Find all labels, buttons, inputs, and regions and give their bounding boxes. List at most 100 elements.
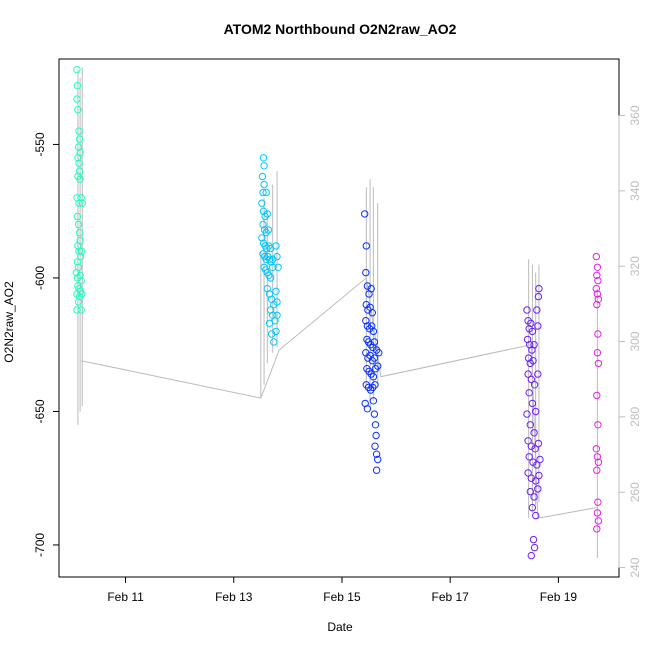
data-point-1-49 bbox=[272, 327, 280, 336]
data-point-1-1 bbox=[260, 162, 268, 170]
data-point-4-12 bbox=[594, 421, 602, 429]
data-point-0-17 bbox=[73, 212, 82, 221]
data-point-2-47 bbox=[372, 466, 381, 474]
data-point-3-36 bbox=[532, 477, 540, 485]
data-point-2-46 bbox=[374, 455, 382, 464]
plot-area-frame bbox=[58, 58, 620, 578]
data-point-3-40 bbox=[534, 485, 542, 493]
data-point-0-10 bbox=[75, 167, 84, 175]
data-point-2-41 bbox=[370, 410, 379, 418]
data-point-2-14 bbox=[369, 327, 378, 336]
x-tick-label-4: Feb 19 bbox=[540, 590, 578, 604]
data-point-3-42 bbox=[532, 511, 540, 520]
y-tick-label-1: -600 bbox=[33, 266, 47, 290]
y-tick-label-3: -700 bbox=[33, 533, 47, 557]
data-point-4-7 bbox=[593, 300, 601, 309]
data-point-1-34 bbox=[273, 252, 281, 261]
x-tick-label-2: Feb 15 bbox=[323, 590, 361, 604]
data-point-4-1 bbox=[593, 263, 602, 271]
data-point-3-22 bbox=[532, 407, 540, 416]
data-point-2-37 bbox=[371, 381, 379, 389]
y-right-tick-label-5: 340 bbox=[628, 181, 642, 201]
data-point-3-23 bbox=[523, 410, 531, 418]
y-right-tick-label-0: 240 bbox=[628, 557, 642, 577]
data-point-3-20 bbox=[525, 389, 533, 397]
x-tick-label-3: Feb 17 bbox=[432, 590, 470, 604]
data-point-3-30 bbox=[525, 453, 533, 461]
data-point-4-2 bbox=[593, 271, 601, 279]
y-right-tick-label-3: 300 bbox=[628, 331, 642, 351]
data-point-3-28 bbox=[531, 445, 539, 453]
data-point-0-19 bbox=[75, 228, 84, 237]
data-point-0-36 bbox=[78, 290, 86, 298]
data-point-1-31 bbox=[266, 274, 275, 282]
data-point-2-13 bbox=[368, 322, 376, 330]
data-point-3-18 bbox=[530, 381, 539, 389]
data-point-2-19 bbox=[370, 338, 379, 346]
data-point-1-32 bbox=[269, 263, 277, 271]
data-point-4-10 bbox=[594, 359, 603, 368]
data-point-1-33 bbox=[272, 242, 280, 250]
x-tick-label-0: Feb 11 bbox=[107, 590, 144, 604]
data-point-3-16 bbox=[524, 370, 532, 378]
data-point-3-15 bbox=[529, 357, 537, 365]
data-point-0-2 bbox=[73, 95, 81, 103]
data-point-4-13 bbox=[592, 445, 600, 453]
data-point-3-32 bbox=[533, 461, 541, 469]
data-point-0-23 bbox=[76, 252, 85, 261]
data-point-3-11 bbox=[535, 284, 543, 293]
data-point-3-41 bbox=[528, 503, 537, 512]
data-point-2-18 bbox=[369, 343, 377, 352]
y-axis-label: O2N2raw_AO2 bbox=[2, 281, 16, 363]
data-point-2-39 bbox=[363, 405, 372, 413]
x-tick-label-1: Feb 13 bbox=[215, 590, 253, 604]
data-point-3-37 bbox=[535, 471, 543, 480]
data-point-1-2 bbox=[258, 172, 267, 181]
data-point-3-9 bbox=[533, 306, 541, 314]
data-point-3-39 bbox=[530, 493, 538, 501]
data-point-2-9 bbox=[368, 309, 376, 317]
data-point-3-10 bbox=[534, 322, 542, 330]
data-point-0-5 bbox=[75, 135, 84, 143]
data-point-2-24 bbox=[370, 354, 379, 362]
data-point-1-14 bbox=[258, 234, 266, 242]
data-point-0-15 bbox=[77, 194, 85, 202]
data-point-3-45 bbox=[530, 543, 539, 552]
data-point-1-4 bbox=[259, 188, 267, 197]
data-point-2-30 bbox=[369, 373, 378, 381]
data-point-1-35 bbox=[274, 263, 282, 271]
data-point-0-24 bbox=[78, 247, 86, 255]
data-point-0-25 bbox=[73, 258, 82, 266]
data-point-3-44 bbox=[527, 551, 535, 560]
data-point-2-5 bbox=[367, 284, 375, 293]
data-point-4-9 bbox=[593, 349, 602, 357]
data-point-1-13 bbox=[264, 226, 273, 234]
data-point-3-43 bbox=[529, 535, 538, 544]
line-layer bbox=[77, 67, 598, 559]
data-point-2-43 bbox=[372, 431, 380, 440]
data-point-2-2 bbox=[362, 268, 370, 277]
data-point-0-29 bbox=[76, 271, 84, 279]
data-point-3-3 bbox=[527, 319, 535, 327]
data-point-0-8 bbox=[74, 154, 82, 162]
data-point-0-4 bbox=[75, 127, 83, 135]
data-point-3-24 bbox=[526, 421, 534, 429]
data-point-0-1 bbox=[73, 82, 82, 90]
data-point-1-3 bbox=[260, 180, 268, 189]
y-tick-label-0: -550 bbox=[33, 132, 47, 156]
axes-layer: Feb 11 Feb 13 Feb 15 Feb 17 Feb 19 -550 -600 -6… bbox=[33, 105, 642, 604]
data-point-1-9 bbox=[263, 210, 271, 218]
y-right-tick-label-1: 260 bbox=[628, 482, 642, 502]
data-point-2-0 bbox=[361, 210, 369, 218]
y-right-tick-label-2: 280 bbox=[628, 407, 642, 427]
data-point-0-0 bbox=[73, 66, 81, 74]
data-point-4-19 bbox=[594, 517, 603, 525]
data-point-3-26 bbox=[524, 437, 532, 445]
data-point-4-14 bbox=[593, 453, 602, 461]
data-point-0-12 bbox=[76, 175, 84, 183]
data-point-4-8 bbox=[594, 330, 602, 338]
data-point-3-12 bbox=[534, 292, 543, 301]
data-point-0-22 bbox=[75, 247, 83, 255]
